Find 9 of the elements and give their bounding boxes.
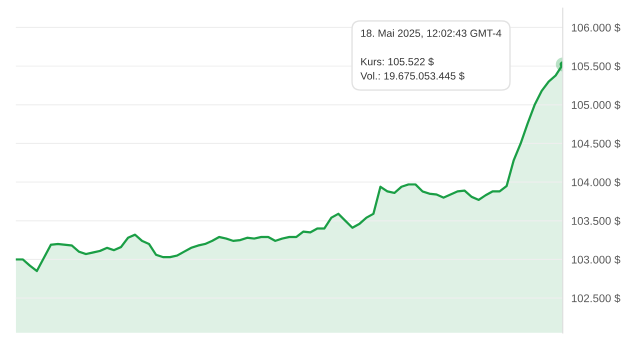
text: 18. Mai 2025, 12:02:43 GMT-4 Kurs: 105.522 $ Vol.: 19.675.053.445 $	[360, 29, 502, 80]
y-tick-label: 105.500 $	[572, 62, 620, 71]
y-tick-label: 106.000 $	[572, 23, 620, 32]
y-tick-label: 104.000 $	[572, 178, 620, 187]
y-tick-label: 105.000 $	[572, 100, 620, 110]
y-tick-label: 102.500 $	[572, 294, 620, 303]
y-tick-label: 104.500 $	[572, 139, 620, 148]
y-tick-label: 103.500 $	[572, 216, 620, 226]
y-tick-label: 103.000 $	[572, 255, 620, 264]
